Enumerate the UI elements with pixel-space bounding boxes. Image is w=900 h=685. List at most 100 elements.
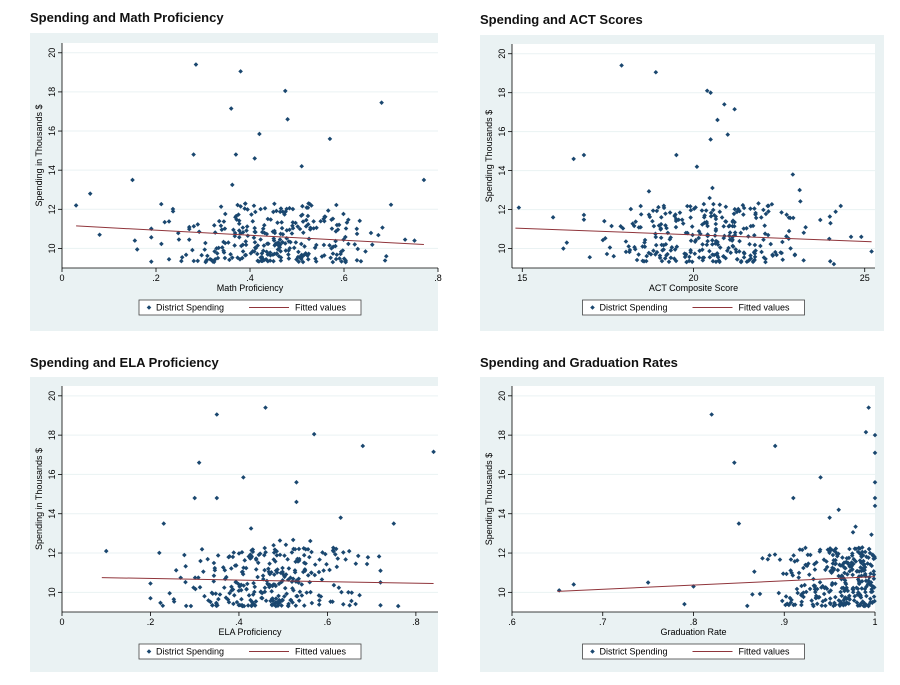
data-point — [279, 220, 284, 225]
data-point — [251, 580, 256, 586]
data-point — [297, 589, 303, 595]
data-point — [730, 223, 735, 229]
data-point — [271, 238, 277, 243]
data-point — [376, 554, 382, 559]
data-point — [346, 217, 351, 223]
data-point — [242, 252, 248, 258]
data-point — [696, 235, 702, 241]
data-point — [863, 571, 868, 577]
data-point — [870, 589, 875, 594]
data-point — [286, 566, 292, 571]
data-point — [210, 603, 215, 608]
data-point — [851, 556, 857, 562]
data-point — [250, 547, 256, 552]
data-point — [204, 257, 210, 263]
data-point — [232, 243, 237, 248]
data-point — [294, 257, 299, 262]
data-point — [861, 558, 866, 564]
x-tick-label: .8 — [412, 617, 420, 627]
data-point — [378, 603, 383, 608]
data-point — [821, 591, 827, 597]
data-point — [631, 223, 637, 229]
data-point — [753, 248, 758, 253]
data-point — [296, 546, 302, 552]
data-point — [238, 69, 243, 74]
data-point — [855, 586, 861, 592]
data-point — [752, 242, 758, 248]
data-point — [741, 226, 747, 231]
data-point — [762, 223, 767, 228]
data-point — [271, 209, 276, 215]
data-point — [710, 207, 716, 213]
data-point — [319, 577, 325, 582]
data-point — [768, 241, 774, 247]
data-point — [646, 189, 652, 194]
data-point — [581, 152, 587, 158]
data-point — [293, 559, 298, 565]
data-point — [275, 603, 281, 608]
data-point — [298, 213, 304, 218]
data-point — [336, 585, 342, 591]
x-tick-label: 0 — [59, 273, 64, 283]
data-point — [738, 258, 744, 264]
data-point — [845, 588, 851, 594]
data-point — [713, 221, 719, 227]
data-point — [219, 245, 225, 250]
y-tick-label: 20 — [47, 48, 57, 58]
data-point — [347, 603, 352, 608]
data-point — [241, 603, 247, 609]
data-point — [179, 254, 185, 260]
data-point — [846, 595, 851, 601]
data-point — [276, 581, 282, 587]
data-point — [731, 211, 737, 217]
data-point — [620, 226, 626, 231]
data-point — [688, 207, 694, 213]
data-point — [713, 238, 719, 244]
data-point — [850, 572, 855, 578]
data-point — [219, 227, 225, 233]
data-point — [780, 571, 786, 576]
data-point — [358, 259, 364, 264]
data-point — [732, 106, 737, 112]
data-point — [633, 219, 638, 224]
data-point — [799, 583, 804, 589]
data-point — [848, 234, 854, 240]
data-point — [862, 549, 868, 555]
data-point — [198, 558, 203, 564]
data-point — [353, 561, 359, 566]
data-point — [360, 443, 366, 449]
data-point — [788, 600, 794, 605]
data-point — [349, 590, 355, 595]
data-point — [830, 552, 836, 558]
data-point — [280, 565, 285, 571]
data-point — [280, 598, 285, 603]
data-point — [282, 212, 287, 217]
data-point — [770, 253, 776, 258]
data-point — [245, 581, 250, 587]
data-point — [788, 568, 793, 573]
data-point — [175, 230, 181, 236]
data-point — [844, 600, 849, 605]
data-point — [646, 212, 652, 218]
data-point — [212, 257, 218, 262]
data-point — [726, 245, 731, 251]
data-point — [346, 590, 351, 595]
data-point — [277, 237, 283, 242]
data-point — [255, 560, 261, 566]
data-point — [803, 589, 809, 595]
data-point — [130, 177, 135, 183]
data-point — [753, 215, 759, 221]
data-point — [244, 228, 249, 233]
data-point — [221, 248, 226, 254]
data-point — [661, 203, 667, 209]
data-point — [196, 575, 201, 580]
data-point — [337, 256, 342, 261]
data-point — [305, 546, 311, 552]
data-point — [248, 552, 253, 557]
data-point — [264, 231, 270, 237]
data-point — [330, 259, 336, 265]
data-point — [778, 250, 783, 255]
data-point — [266, 241, 271, 247]
x-tick-label: .8 — [434, 273, 442, 283]
data-point — [746, 234, 751, 239]
